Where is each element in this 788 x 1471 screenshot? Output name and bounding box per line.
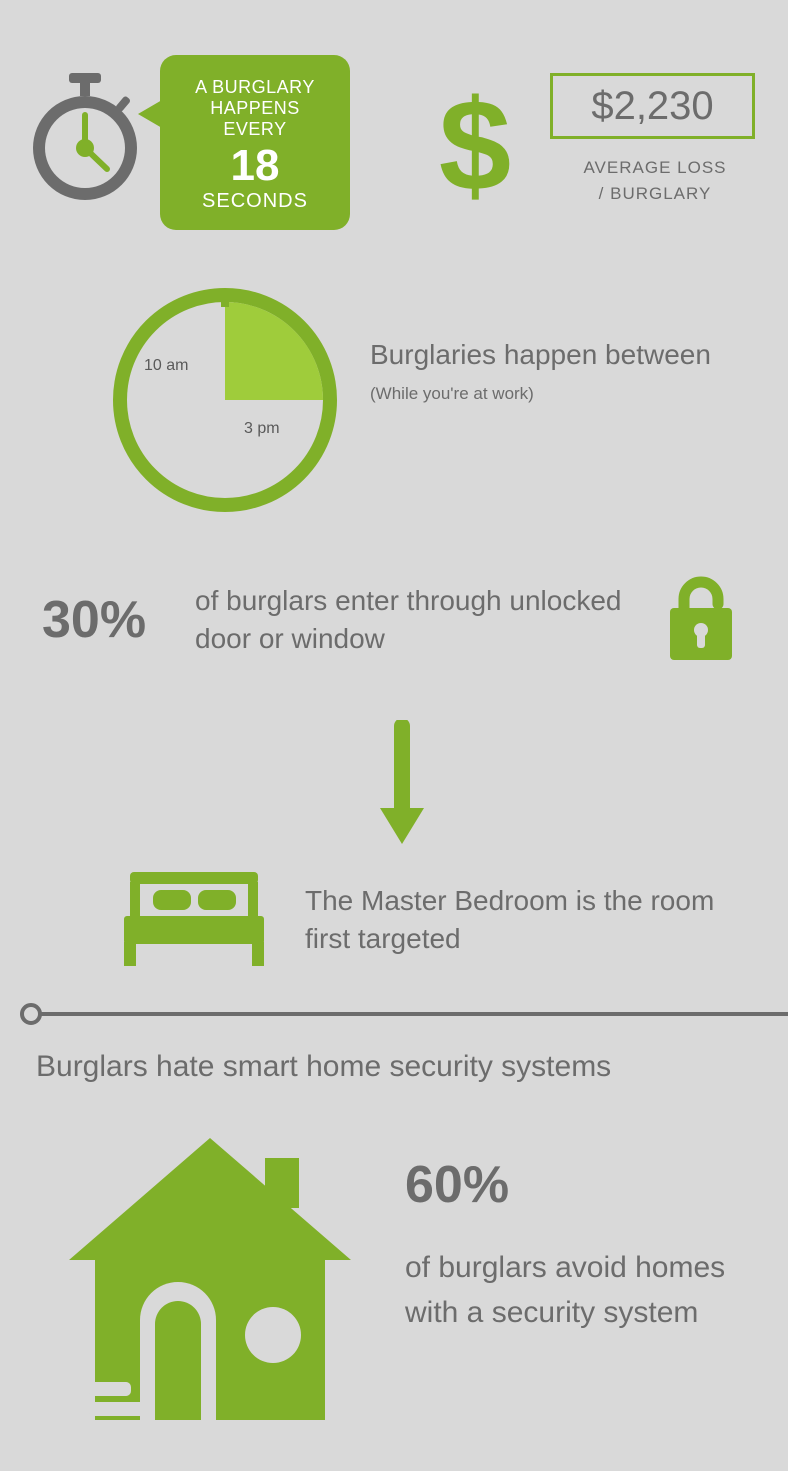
house-icon	[55, 1130, 365, 1440]
average-loss-box: $2,230	[550, 73, 755, 139]
section-2-headline: Burglars hate smart home security system…	[36, 1050, 611, 1084]
average-loss-amount: $2,230	[591, 84, 713, 129]
bubble-line2: HAPPENS	[172, 98, 338, 119]
down-arrow-icon	[372, 720, 432, 850]
bubble-line1: A BURGLARY	[172, 77, 338, 98]
infographic-root: A BURGLARY HAPPENS EVERY 18 SECONDS $ $2…	[0, 0, 788, 1471]
burglary-frequency-bubble: A BURGLARY HAPPENS EVERY 18 SECONDS	[160, 55, 350, 230]
clock-end-label: 3 pm	[244, 420, 280, 438]
clock-icon	[110, 285, 340, 515]
timing-sub: (While you're at work)	[370, 384, 750, 404]
bed-icon	[118, 864, 273, 974]
unlocked-padlock-icon	[662, 574, 740, 666]
entry-text: of burglars enter through unlocked door …	[195, 582, 625, 658]
bubble-unit: SECONDS	[172, 190, 338, 213]
section-divider	[25, 1012, 788, 1016]
bedroom-text: The Master Bedroom is the room first tar…	[305, 882, 745, 958]
stopwatch-icon	[25, 70, 145, 215]
timing-headline: Burglaries happen between	[370, 337, 750, 372]
timing-text-block: Burglaries happen between (While you're …	[370, 337, 750, 404]
entry-percent: 30%	[42, 590, 146, 650]
average-loss-label: AVERAGE LOSS / BURGLARY	[555, 155, 755, 206]
loss-label-l2: / BURGLARY	[599, 184, 712, 203]
avoid-percent: 60%	[405, 1155, 509, 1215]
section-divider-node	[20, 1003, 42, 1025]
bubble-line3: EVERY	[172, 119, 338, 140]
avoid-text: of burglars avoid homes with a security …	[405, 1245, 735, 1335]
bubble-number: 18	[172, 142, 338, 190]
clock-start-label: 10 am	[144, 357, 188, 375]
loss-label-l1: AVERAGE LOSS	[583, 158, 726, 177]
svg-text:$: $	[439, 80, 511, 218]
dollar-icon: $	[420, 80, 530, 230]
